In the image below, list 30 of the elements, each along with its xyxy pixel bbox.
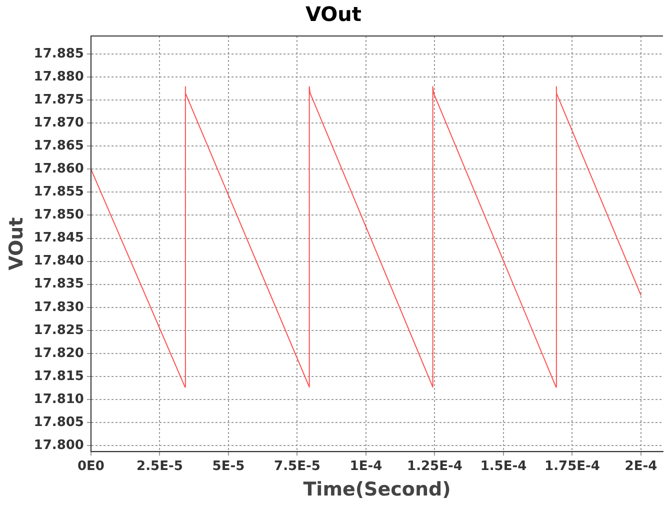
x-axis-title: Time(Second): [303, 478, 451, 501]
y-tick-label: 17.820: [34, 346, 84, 361]
y-tick-label: 17.805: [34, 414, 84, 430]
y-tick-label: 17.845: [34, 230, 84, 246]
y-tick-label: 17.880: [34, 69, 84, 84]
x-tick-label: 1.75E-4: [544, 458, 600, 474]
y-axis-title: VOut: [5, 217, 28, 270]
y-tick-label: 17.850: [34, 208, 84, 223]
y-tick-label: 17.860: [34, 162, 84, 177]
y-tick-label: 17.815: [34, 368, 84, 384]
x-tick-label: 0E0: [77, 458, 104, 474]
y-tick-label: 17.870: [34, 115, 84, 130]
x-tick-label: 2.5E-5: [136, 458, 183, 474]
x-tick-label: 7.5E-5: [274, 458, 320, 474]
y-tick-label: 17.810: [34, 392, 84, 407]
y-tick-label: 17.800: [34, 438, 84, 453]
y-tick-label: 17.865: [34, 138, 84, 154]
y-tick-label: 17.835: [34, 276, 84, 292]
y-tick-label: 17.830: [34, 300, 84, 315]
y-tick-label: 17.855: [34, 184, 84, 200]
x-tick-label: 1E-4: [350, 458, 382, 474]
x-tick-label: 1.25E-4: [407, 458, 462, 474]
chart-title: VOut: [306, 2, 362, 26]
x-tick-label: 5E-5: [212, 458, 245, 474]
x-tick-label: 2E-4: [624, 458, 658, 474]
y-tick-label: 17.825: [34, 322, 84, 338]
y-tick-label: 17.875: [34, 92, 84, 108]
x-tick-label: 1.5E-4: [480, 458, 527, 474]
y-tick-label: 17.885: [34, 46, 84, 62]
y-tick-label: 17.840: [34, 254, 84, 269]
